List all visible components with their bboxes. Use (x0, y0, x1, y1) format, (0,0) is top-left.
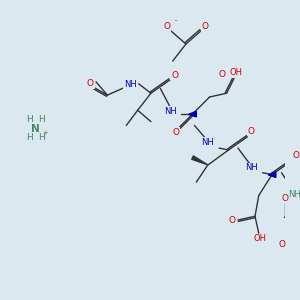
Text: ⁻: ⁻ (173, 18, 178, 27)
Text: NH: NH (288, 190, 300, 199)
Text: O: O (292, 151, 299, 160)
Text: NH: NH (124, 80, 136, 89)
Text: H: H (26, 133, 33, 142)
Text: O: O (248, 127, 255, 136)
Text: O: O (281, 194, 288, 203)
Text: NH: NH (245, 164, 258, 172)
Text: O: O (229, 215, 236, 224)
Text: O: O (172, 128, 179, 136)
Text: O: O (171, 71, 178, 80)
Text: OH: OH (230, 68, 243, 77)
Polygon shape (192, 156, 208, 165)
Text: O: O (201, 22, 208, 32)
Text: O: O (164, 22, 170, 32)
Text: +: + (42, 130, 48, 136)
Text: O: O (279, 240, 286, 249)
Text: H: H (38, 133, 44, 142)
Text: O: O (87, 79, 94, 88)
Text: H: H (26, 115, 33, 124)
Text: NH: NH (164, 107, 177, 116)
Text: NH: NH (201, 138, 214, 147)
Text: OH: OH (253, 235, 266, 244)
Text: N: N (31, 124, 40, 134)
Text: O: O (218, 70, 225, 79)
Polygon shape (268, 172, 276, 177)
Text: H: H (38, 115, 44, 124)
Polygon shape (189, 111, 196, 117)
